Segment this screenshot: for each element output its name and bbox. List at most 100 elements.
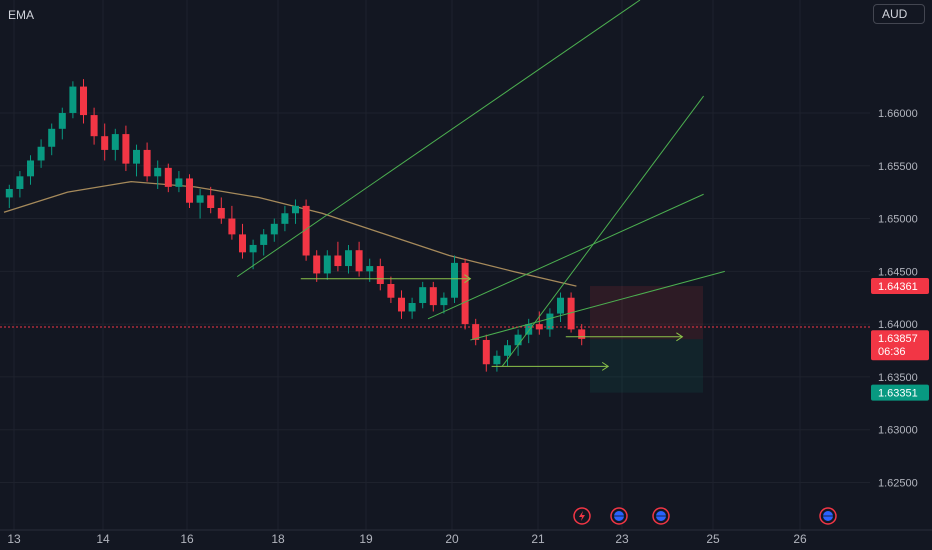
time-axis[interactable]: 13 14 16 18 19 20 21 23 25 26 xyxy=(0,529,932,546)
candle-body xyxy=(154,167,162,177)
take-profit-zone[interactable] xyxy=(590,339,703,393)
price-tick-label: 1.63500 xyxy=(878,372,918,384)
position-box[interactable] xyxy=(590,286,703,393)
time-tick-label: 23 xyxy=(615,532,629,546)
candle-body xyxy=(387,284,395,298)
trendline[interactable] xyxy=(470,270,725,341)
candle-body xyxy=(111,134,119,150)
candle-body xyxy=(546,313,554,330)
candle-body xyxy=(164,167,172,187)
candle-body xyxy=(58,112,66,129)
countdown-label: 06:36 xyxy=(878,346,906,358)
time-tick-label: 20 xyxy=(445,532,459,546)
candle-body xyxy=(429,287,437,306)
candle-body xyxy=(196,195,204,203)
candle-body xyxy=(535,324,543,330)
candle-body xyxy=(525,324,533,335)
price-tick-label: 1.63000 xyxy=(878,425,918,437)
candle-body xyxy=(16,176,24,189)
candle-body xyxy=(504,345,511,356)
candle-body xyxy=(366,266,374,272)
candle-body xyxy=(175,178,183,187)
price-tick-label: 1.66000 xyxy=(878,108,918,120)
time-tick-label: 13 xyxy=(7,532,21,546)
candle-body xyxy=(408,303,416,312)
candle-body xyxy=(514,334,522,346)
price-badge[interactable] xyxy=(871,384,929,401)
candle-body xyxy=(493,355,501,365)
candle-body xyxy=(80,86,87,116)
candle-body xyxy=(398,297,405,312)
candles xyxy=(5,79,586,372)
arrow-icon xyxy=(464,274,472,284)
price-badge-label: 1.63857 xyxy=(878,333,918,345)
drawings[interactable] xyxy=(236,0,725,371)
price-tick-label: 1.64500 xyxy=(878,266,918,278)
candle-body xyxy=(101,136,109,150)
time-tick-label: 14 xyxy=(96,532,110,546)
candle-body xyxy=(207,195,215,208)
candle-body xyxy=(451,262,458,298)
candle-body xyxy=(239,234,246,253)
candle-body xyxy=(186,178,193,203)
flash-glyph xyxy=(579,511,585,521)
ema-indicator-label[interactable]: EMA xyxy=(8,8,35,22)
candle-body xyxy=(69,86,77,113)
grid xyxy=(0,0,870,530)
price-badge[interactable] xyxy=(871,330,929,361)
candle-body xyxy=(419,287,427,304)
candle-body xyxy=(249,244,257,253)
candle-body xyxy=(376,266,384,285)
candle-body xyxy=(557,297,564,314)
candle-body xyxy=(334,255,342,267)
candle-body xyxy=(27,160,34,177)
events-row[interactable] xyxy=(573,507,837,525)
price-tick-label: 1.64000 xyxy=(878,319,918,331)
candle-body xyxy=(90,115,98,137)
candle-body xyxy=(355,250,363,272)
candle-body xyxy=(302,205,310,256)
trendline[interactable] xyxy=(236,0,641,278)
price-badge-label: 1.64361 xyxy=(878,281,918,293)
stop-loss-zone[interactable] xyxy=(590,286,703,340)
time-tick-label: 26 xyxy=(793,532,807,546)
price-tick-label: 1.65500 xyxy=(878,161,918,173)
candle-body xyxy=(313,255,321,274)
candle-body xyxy=(122,134,130,164)
price-tick-label: 1.62500 xyxy=(878,477,918,489)
candle-body xyxy=(578,329,586,339)
candle-body xyxy=(217,207,225,219)
candle-body xyxy=(143,149,151,177)
trendline[interactable] xyxy=(427,193,704,320)
candle-body xyxy=(323,255,331,274)
candle-body xyxy=(48,128,56,147)
candle-body xyxy=(281,213,289,224)
price-tick-label: 1.65000 xyxy=(878,214,918,226)
candle-body xyxy=(440,297,448,306)
ema-series xyxy=(3,180,577,287)
trendline[interactable] xyxy=(501,95,705,367)
candle-body xyxy=(228,218,236,235)
candle-body xyxy=(260,234,268,245)
time-tick-label: 16 xyxy=(180,532,194,546)
price-axis[interactable]: 1.66000 1.65500 1.65000 1.64500 1.64000 1.635… xyxy=(870,0,932,550)
candle-body xyxy=(133,149,140,164)
arrow-icon xyxy=(601,361,610,371)
time-tick-label: 18 xyxy=(271,532,285,546)
price-axis-bg xyxy=(870,0,932,550)
time-tick-label: 21 xyxy=(531,532,545,546)
ema-line xyxy=(3,180,577,287)
candle-body xyxy=(345,250,352,267)
price-badge[interactable] xyxy=(871,278,929,295)
candle-body xyxy=(472,324,480,340)
time-tick-label: 25 xyxy=(706,532,720,546)
currency-button[interactable]: AUD xyxy=(873,4,925,24)
candle-body xyxy=(37,146,45,161)
candle-body xyxy=(482,339,490,365)
candle-body xyxy=(5,188,13,198)
candle-body xyxy=(292,205,299,214)
time-tick-label: 19 xyxy=(359,532,373,546)
arrow-icon xyxy=(676,332,684,342)
candle-body xyxy=(461,262,469,325)
